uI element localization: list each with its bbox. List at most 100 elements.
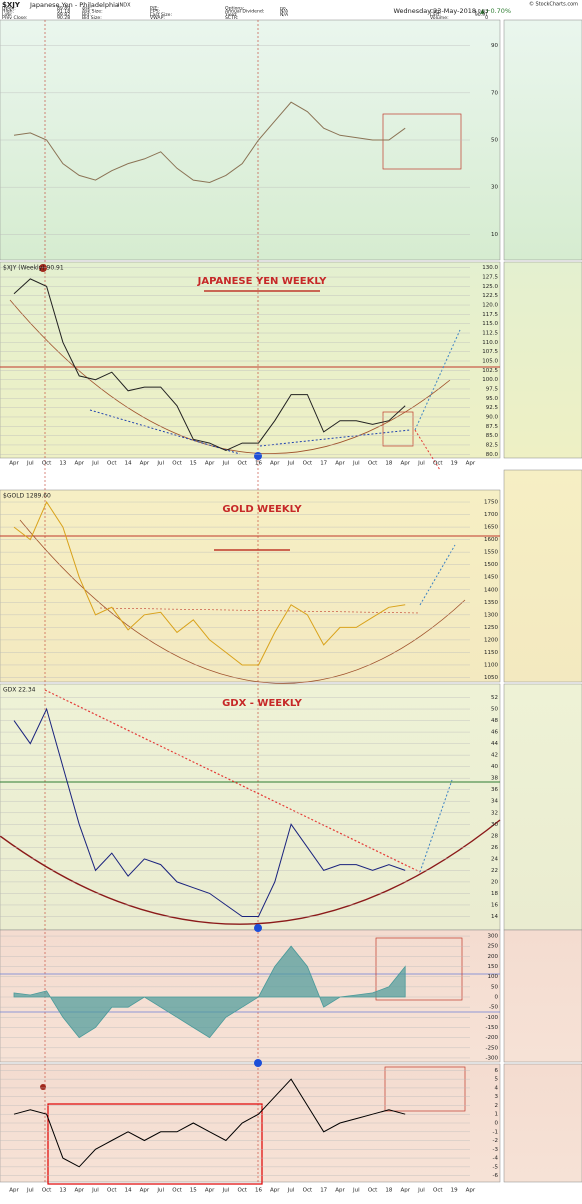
y-tick-label: 1600 [484, 537, 498, 543]
mini-panel-bg [503, 19, 582, 261]
exchange: INDX [118, 3, 131, 9]
x-tick-label: Apr [466, 461, 476, 467]
y-tick-label: 1450 [484, 575, 498, 581]
field-label: Last Size: [150, 12, 172, 18]
y-tick-label: 1650 [484, 525, 498, 531]
y-tick-label: 82.5 [486, 442, 499, 448]
x-tick-label: 16 [255, 1188, 262, 1194]
x-tick-label: Oct [42, 461, 52, 467]
field-label: Annual Dividend: [225, 9, 265, 15]
field-label: Options: [225, 6, 245, 12]
marker-dot [254, 924, 262, 932]
price-line [13, 500, 406, 666]
y-tick-label: 14 [491, 914, 498, 920]
x-tick-label: Jul [91, 461, 99, 467]
y-tick-label: 30 [491, 185, 498, 191]
price-line [13, 1078, 406, 1168]
field-value: 91.18 [57, 9, 70, 15]
field-label: High: [2, 9, 15, 15]
projection-arrow [419, 779, 453, 873]
y-tick-label: -3 [493, 1147, 499, 1153]
y-tick-label: 46 [491, 730, 498, 736]
field-value: 89.82 [57, 12, 70, 18]
y-tick-label: 1550 [484, 550, 498, 556]
x-tick-label: 18 [385, 1188, 392, 1194]
x-tick-label: Jul [287, 461, 295, 467]
y-tick-label: 40 [491, 764, 498, 770]
x-tick-label: 15 [190, 461, 197, 467]
y-tick-label: 28 [491, 833, 498, 839]
x-tick-label: Jul [91, 1188, 99, 1194]
y-tick-label: -200 [486, 1035, 499, 1041]
highlight-box [47, 1103, 263, 1185]
mini-panel-bg [503, 929, 582, 1063]
y-tick-label: -150 [486, 1025, 499, 1031]
y-tick-label: -100 [486, 1015, 499, 1021]
x-tick-label: Apr [466, 1188, 476, 1194]
x-tick-label: Apr [140, 461, 150, 467]
y-tick-label: 1100 [484, 662, 498, 668]
field-label: Bid Size: [82, 15, 102, 21]
marker-dot [254, 1059, 262, 1067]
symbol: $XJY [2, 1, 21, 9]
x-tick-label: Oct [172, 1188, 182, 1194]
y-tick-label: 125.0 [482, 284, 498, 290]
field-label: Open: [2, 6, 16, 12]
y-tick-label: 32 [491, 810, 498, 816]
x-tick-label: Oct [303, 461, 313, 467]
y-tick-label: 250 [488, 944, 499, 950]
x-tick-label: Jul [352, 461, 360, 467]
highlight-box [382, 113, 462, 170]
x-tick-label: 19 [451, 1188, 458, 1194]
x-tick-label: Jul [352, 1188, 360, 1194]
highlight-box [375, 937, 463, 1001]
y-tick-label: 70 [491, 90, 498, 96]
y-tick-label: 36 [491, 787, 498, 793]
y-tick-label: 1200 [484, 637, 498, 643]
y-tick-label: 1150 [484, 650, 498, 656]
y-tick-label: 110.0 [482, 340, 498, 346]
marker-dot [39, 264, 47, 272]
mini-panel-bg [503, 1063, 582, 1183]
y-tick-label: 130.0 [482, 265, 498, 271]
y-tick-label: 0 [495, 1121, 499, 1127]
y-tick-label: 50 [491, 138, 498, 144]
panel-title: GOLD WEEKLY [222, 504, 302, 515]
x-tick-label: Oct [42, 1188, 52, 1194]
y-tick-label: 3 [495, 1094, 499, 1100]
x-tick-label: Apr [270, 461, 280, 467]
x-tick-label: 14 [125, 1188, 132, 1194]
x-tick-label: Apr [400, 1188, 410, 1194]
x-tick-label: Oct [172, 461, 182, 467]
x-tick-label: 16 [255, 461, 262, 467]
field-label: Bid: [82, 12, 91, 18]
x-tick-label: Oct [368, 461, 378, 467]
panel-bg [0, 489, 501, 683]
y-tick-label: 24 [491, 856, 498, 862]
field-label: P/E: [150, 6, 159, 12]
field-value: no [280, 7, 286, 12]
panel-title: JAPANESE YEN WEEKLY [197, 276, 328, 287]
y-tick-label: 50 [491, 984, 498, 990]
y-tick-label: 87.5 [486, 424, 499, 430]
y-tick-label: 42 [491, 753, 498, 759]
y-tick-label: 1400 [484, 587, 498, 593]
oscillator-area [13, 945, 406, 1039]
x-tick-label: 17 [320, 461, 327, 467]
y-tick-label: 107.5 [482, 349, 498, 355]
price-line [13, 101, 406, 184]
x-tick-label: Apr [270, 1188, 280, 1194]
y-tick-label: 90 [491, 43, 498, 49]
x-tick-label: Jul [417, 461, 425, 467]
price-line [13, 278, 406, 452]
x-tick-label: Apr [74, 1188, 84, 1194]
y-tick-label: 1750 [484, 500, 498, 506]
trend-line [44, 689, 421, 873]
y-tick-label: 20 [491, 879, 498, 885]
y-tick-label: 120.0 [482, 303, 498, 309]
y-tick-label: 115.0 [482, 321, 498, 327]
projection-arrow [419, 544, 456, 606]
y-tick-label: 300 [488, 934, 499, 940]
field-label: Volume: [430, 15, 449, 21]
credit: © StockCharts.com [529, 1, 578, 8]
